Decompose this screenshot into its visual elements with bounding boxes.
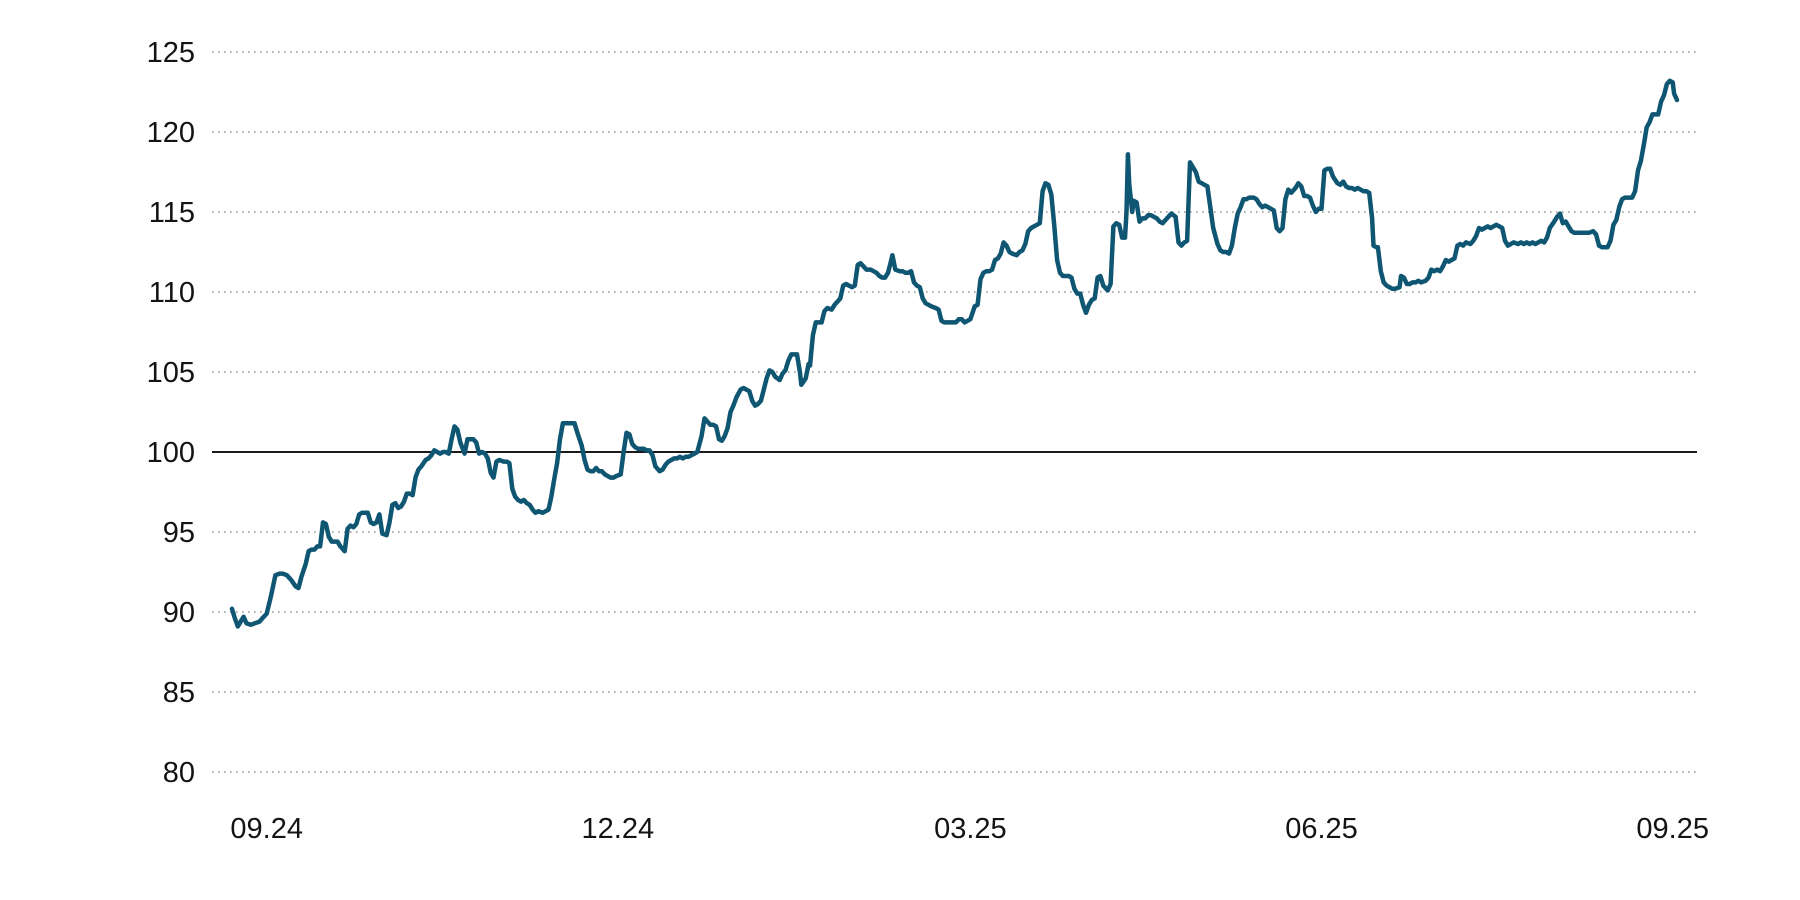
y-tick-label: 115 — [149, 197, 195, 229]
y-tick-label: 80 — [163, 757, 195, 789]
x-tick-label: 12.24 — [582, 813, 655, 845]
y-tick-label: 100 — [147, 437, 195, 469]
x-tick-label: 09.25 — [1636, 813, 1709, 845]
y-tick-label: 95 — [163, 517, 195, 549]
x-tick-label: 09.24 — [230, 813, 303, 845]
x-tick-label: 06.25 — [1285, 813, 1358, 845]
price-line — [229, 78, 1680, 629]
y-tick-label: 120 — [147, 117, 195, 149]
y-tick-label: 110 — [149, 277, 195, 309]
y-tick-label: 85 — [163, 677, 195, 709]
y-tick-label: 90 — [163, 597, 195, 629]
y-tick-label: 105 — [147, 357, 195, 389]
y-tick-label: 125 — [147, 37, 195, 69]
x-tick-label: 03.25 — [934, 813, 1007, 845]
